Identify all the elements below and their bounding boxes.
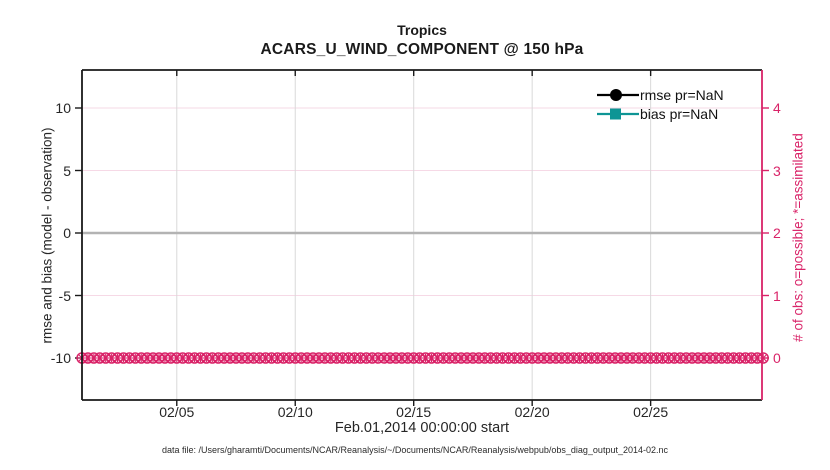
right-y-tick-label: 0 <box>773 350 781 366</box>
left-y-tick-label: -10 <box>50 350 71 366</box>
legend-item-bias: bias pr=NaN <box>596 104 746 123</box>
plot-subtitle: ACARS_U_WIND_COMPONENT @ 150 hPa <box>260 40 584 58</box>
left-y-tick-label: 5 <box>63 162 71 179</box>
left-y-tick-label: -5 <box>58 287 71 304</box>
legend-label-rmse: rmse pr=NaN <box>640 86 724 103</box>
title-block: Tropics ACARS_U_WIND_COMPONENT @ 150 hPa <box>82 21 762 61</box>
right-y-tick-label: 3 <box>773 162 781 179</box>
x-tick-label: 02/15 <box>396 404 432 420</box>
legend-label-bias: bias pr=NaN <box>640 105 719 122</box>
rmse-marker-icon <box>597 88 639 101</box>
x-tick-label: 02/05 <box>159 404 195 420</box>
right-y-tick-label: 2 <box>773 225 781 241</box>
x-axis-label: Feb.01,2014 00:00:00 start <box>334 420 510 436</box>
bias-marker-icon <box>597 108 639 119</box>
legend-item-rmse: rmse pr=NaN <box>596 85 746 104</box>
data-file-annotation: data file: /Users/gharamti/Documents/NCA… <box>161 445 668 455</box>
left-y-tick-label: 10 <box>55 100 71 116</box>
right-y-tick-label: 1 <box>773 287 781 304</box>
x-tick-label: 02/20 <box>514 404 550 420</box>
x-tick-label: 02/25 <box>633 404 669 420</box>
left-y-tick-label: 0 <box>63 225 71 241</box>
x-tick-label: 02/10 <box>277 404 313 420</box>
plot-title: Tropics <box>397 22 447 38</box>
right-y-tick-label: 4 <box>773 100 781 116</box>
legend: rmse pr=NaN bias pr=NaN <box>596 85 746 123</box>
